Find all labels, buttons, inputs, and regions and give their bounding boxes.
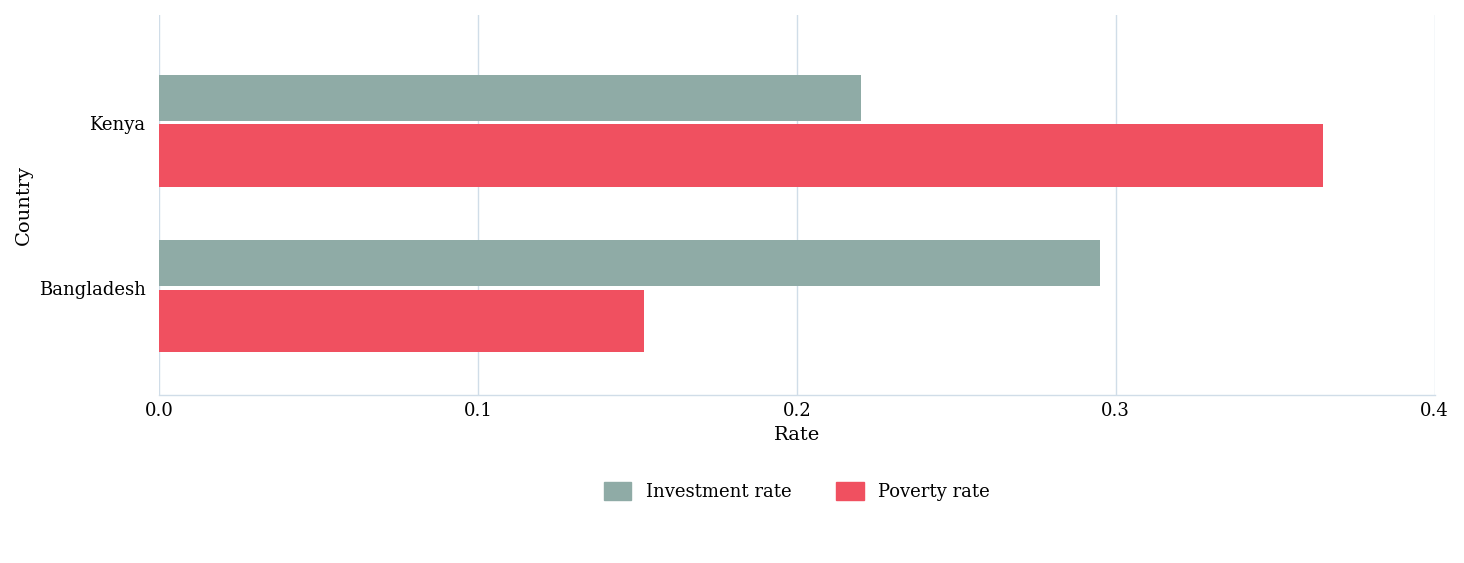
- Bar: [160, 289, 644, 352]
- Legend: Investment rate, Poverty rate: Investment rate, Poverty rate: [596, 473, 998, 510]
- X-axis label: Rate: Rate: [774, 426, 820, 444]
- Y-axis label: Country: Country: [15, 165, 34, 245]
- Bar: [160, 240, 1099, 286]
- Bar: [160, 74, 861, 121]
- Bar: [160, 124, 1323, 187]
